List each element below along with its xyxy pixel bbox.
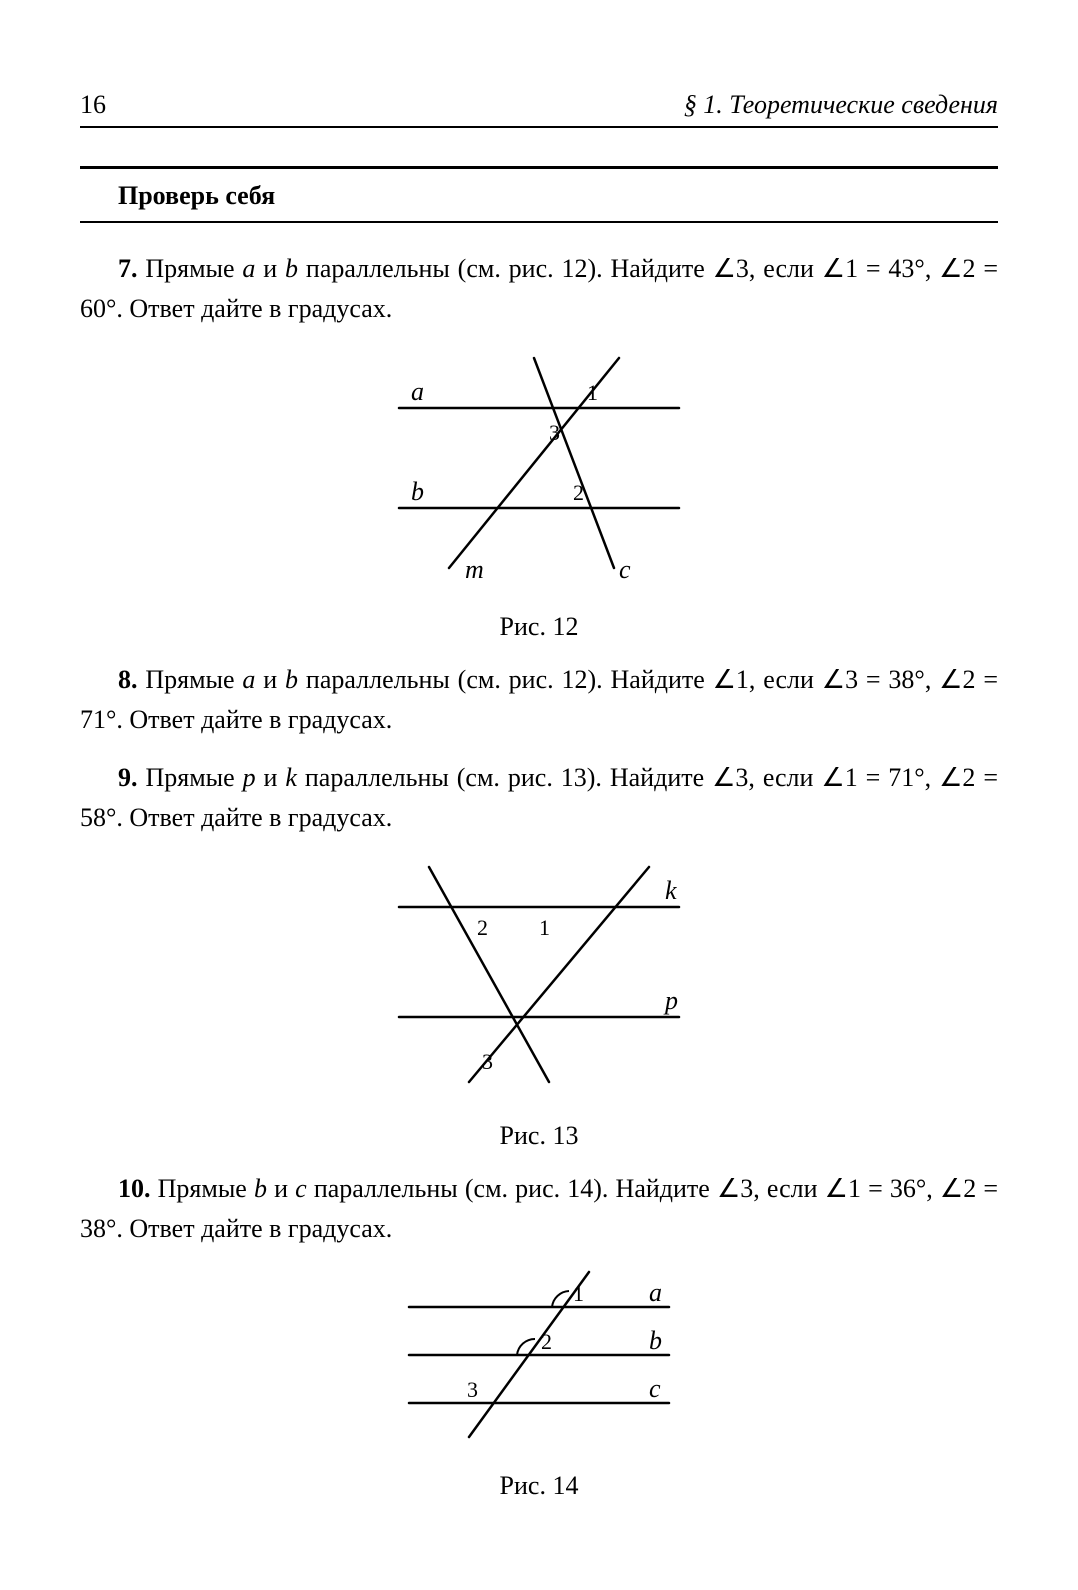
text: и bbox=[255, 254, 285, 283]
page: 16 § 1. Теоретические сведения Проверь с… bbox=[0, 0, 1078, 1590]
problem-8: 8. Прямые a и b параллельны (см. рис. 12… bbox=[80, 660, 998, 741]
svg-text:3: 3 bbox=[467, 1377, 478, 1402]
section-reference: § 1. Теоретические сведения bbox=[684, 90, 998, 120]
problem-number: 7. bbox=[118, 254, 138, 283]
figure-14-svg: abc 12 3 bbox=[369, 1267, 709, 1457]
svg-text:b: b bbox=[411, 477, 424, 506]
figure-caption: Рис. 13 bbox=[500, 1121, 579, 1151]
svg-text:1: 1 bbox=[587, 380, 598, 405]
svg-text:c: c bbox=[649, 1374, 661, 1403]
var: k bbox=[285, 763, 297, 792]
svg-text:m: m bbox=[465, 555, 484, 584]
var: b bbox=[254, 1174, 267, 1203]
svg-text:2: 2 bbox=[573, 480, 584, 505]
figure-12-svg: a b m c 1 2 3 bbox=[369, 348, 709, 598]
svg-text:2: 2 bbox=[541, 1329, 552, 1354]
problem-7: 7. Прямые a и b параллельны (см. рис. 12… bbox=[80, 249, 998, 330]
svg-text:a: a bbox=[649, 1278, 662, 1307]
figure-14: abc 12 3 Рис. 14 bbox=[80, 1267, 998, 1501]
var: a bbox=[242, 665, 255, 694]
text: и bbox=[267, 1174, 295, 1203]
svg-text:2: 2 bbox=[477, 915, 488, 940]
text: Прямые bbox=[145, 763, 242, 792]
divider bbox=[80, 166, 998, 169]
section-title: Проверь себя bbox=[80, 181, 998, 211]
var: b bbox=[285, 665, 298, 694]
var: p bbox=[243, 763, 256, 792]
problem-10: 10. Прямые b и c параллельны (см. рис. 1… bbox=[80, 1169, 998, 1250]
problem-number: 8. bbox=[118, 665, 138, 694]
figure-caption: Рис. 12 bbox=[500, 612, 579, 642]
figure-13: k p 1 2 3 Рис. 13 bbox=[80, 857, 998, 1151]
var: c bbox=[295, 1174, 307, 1203]
text: Прямые bbox=[158, 1174, 254, 1203]
svg-text:1: 1 bbox=[539, 915, 550, 940]
figure-12: a b m c 1 2 3 Рис. 12 bbox=[80, 348, 998, 642]
svg-text:1: 1 bbox=[573, 1281, 584, 1306]
var: b bbox=[285, 254, 298, 283]
text: и bbox=[256, 763, 286, 792]
problem-number: 10. bbox=[118, 1174, 151, 1203]
divider bbox=[80, 221, 998, 223]
svg-text:c: c bbox=[619, 555, 631, 584]
var: a bbox=[242, 254, 255, 283]
page-header: 16 § 1. Теоретические сведения bbox=[80, 90, 998, 128]
problem-number: 9. bbox=[118, 763, 138, 792]
svg-text:3: 3 bbox=[482, 1049, 493, 1074]
svg-text:a: a bbox=[411, 377, 424, 406]
text: и bbox=[255, 665, 285, 694]
svg-text:k: k bbox=[665, 876, 677, 905]
text: Прямые bbox=[145, 254, 242, 283]
svg-text:3: 3 bbox=[549, 420, 560, 445]
svg-text:p: p bbox=[663, 986, 678, 1015]
problem-9: 9. Прямые p и k параллельны (см. рис. 13… bbox=[80, 758, 998, 839]
page-number: 16 bbox=[80, 90, 106, 120]
svg-text:b: b bbox=[649, 1326, 662, 1355]
figure-caption: Рис. 14 bbox=[500, 1471, 579, 1501]
text: Прямые bbox=[145, 665, 242, 694]
figure-13-svg: k p 1 2 3 bbox=[369, 857, 709, 1107]
